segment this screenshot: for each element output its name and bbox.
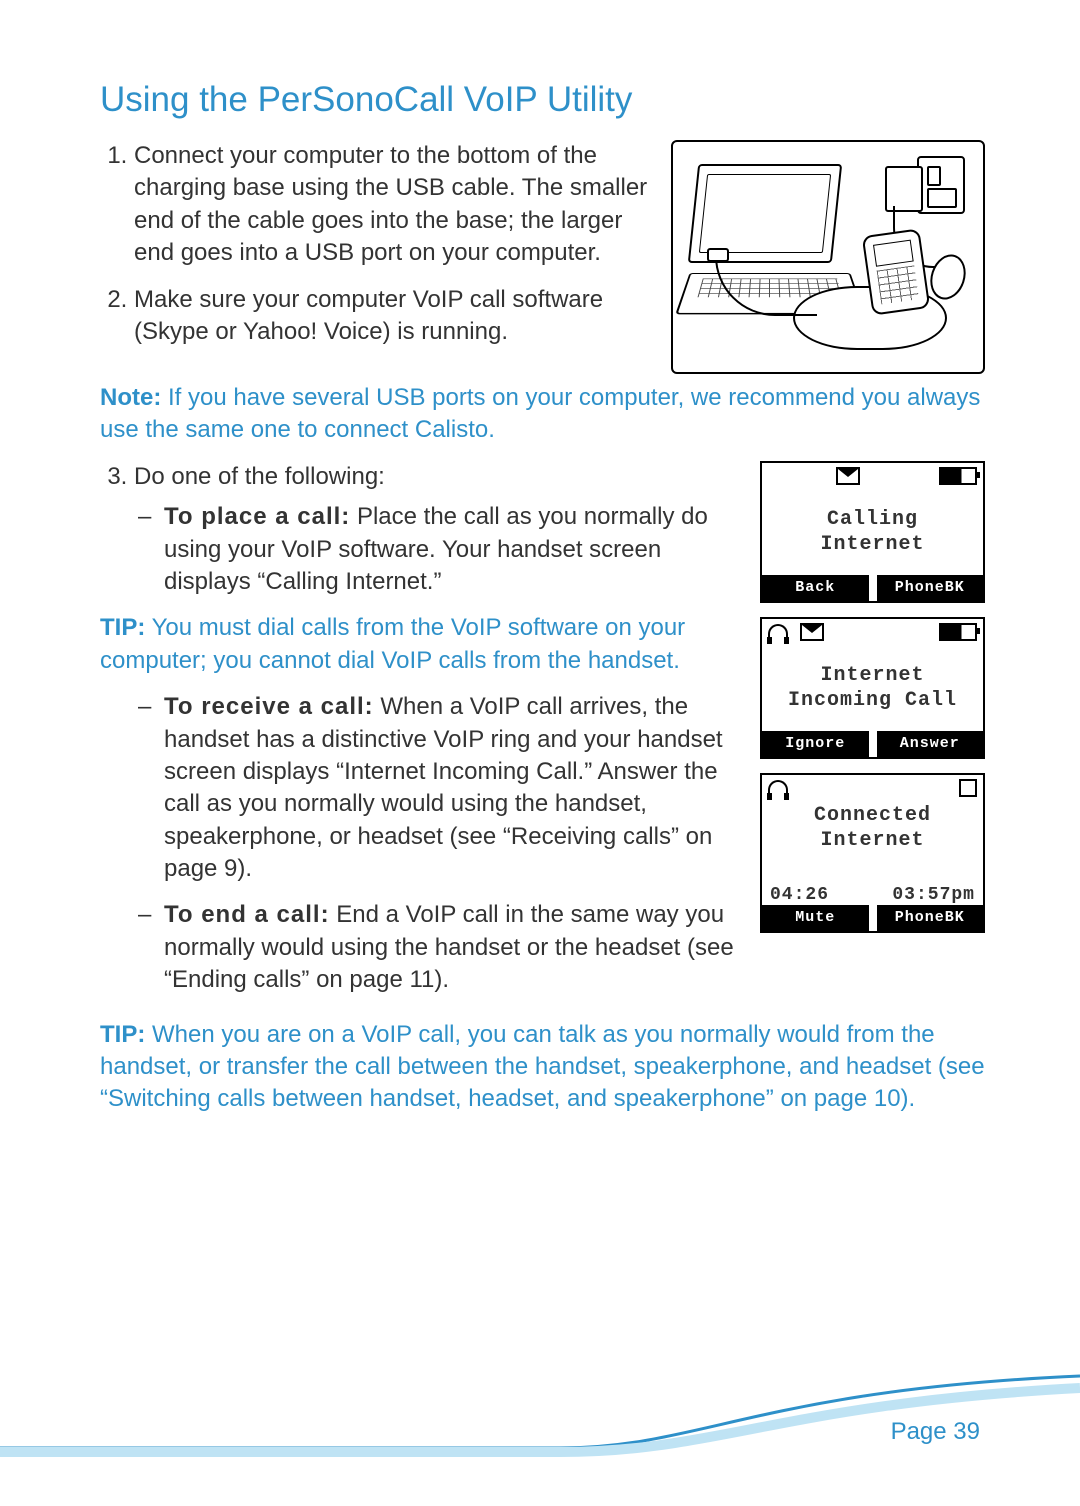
softkey-phonebk: PhoneBK bbox=[869, 575, 984, 601]
headset-icon bbox=[768, 780, 788, 796]
headset-icon bbox=[768, 624, 788, 640]
step3-text: Do one of the following: To place a call… bbox=[100, 461, 740, 1011]
lcd-c-body: Connected Internet bbox=[762, 801, 983, 885]
step-2: Make sure your computer VoIP call softwa… bbox=[134, 284, 651, 349]
place-call-label: To place a call: bbox=[164, 503, 350, 530]
lcd-c-line1: Connected bbox=[814, 803, 931, 828]
receive-call-label: To receive a call: bbox=[164, 693, 374, 720]
lcd-a-statusbar bbox=[762, 463, 983, 489]
lcd-b-line1: Internet bbox=[820, 663, 924, 688]
receive-call-text: When a VoIP call arrives, the handset ha… bbox=[164, 693, 723, 882]
envelope-icon bbox=[800, 623, 824, 641]
stop-icon bbox=[959, 779, 977, 797]
battery-icon bbox=[939, 467, 977, 485]
lcd-a-body: Calling Internet bbox=[762, 489, 983, 575]
softkey-ignore: Ignore bbox=[762, 731, 869, 757]
intro-row: Connect your computer to the bottom of t… bbox=[100, 140, 985, 374]
lcd-a-line2: Internet bbox=[820, 532, 924, 557]
sub-receive-call: To receive a call: When a VoIP call arri… bbox=[164, 691, 740, 885]
steps-list: Connect your computer to the bottom of t… bbox=[100, 140, 651, 348]
handset-screens: Calling Internet Back PhoneBK Internet I… bbox=[760, 461, 985, 933]
tip2-label: TIP: bbox=[100, 1021, 145, 1048]
lcd-c-time: 04:26 03:57pm bbox=[762, 885, 983, 905]
step3-list: Do one of the following: To place a call… bbox=[100, 461, 740, 599]
note: Note: If you have several USB ports on y… bbox=[100, 382, 985, 447]
step-3-intro: Do one of the following: bbox=[134, 463, 385, 490]
step3-sublist: To place a call: Place the call as you n… bbox=[134, 501, 740, 598]
lcd-a-softkeys: Back PhoneBK bbox=[762, 575, 983, 601]
lcd-incoming: Internet Incoming Call Ignore Answer bbox=[760, 617, 985, 759]
page-title: Using the PerSonoCall VoIP Utility bbox=[100, 80, 985, 120]
lcd-b-softkeys: Ignore Answer bbox=[762, 731, 983, 757]
page: Using the PerSonoCall VoIP Utility Conne… bbox=[0, 0, 1080, 1506]
lcd-c-softkeys: Mute PhoneBK bbox=[762, 905, 983, 931]
note-text: If you have several USB ports on your co… bbox=[100, 384, 980, 443]
lcd-c-line2: Internet bbox=[820, 828, 924, 853]
connection-illustration bbox=[671, 140, 985, 374]
lcd-b-body: Internet Incoming Call bbox=[762, 645, 983, 731]
lcd-c-statusbar bbox=[762, 775, 983, 801]
handset-icon bbox=[862, 228, 931, 315]
tip-2: TIP: When you are on a VoIP call, you ca… bbox=[100, 1019, 985, 1116]
lcd-b-statusbar bbox=[762, 619, 983, 645]
lcd-b-line2: Incoming Call bbox=[788, 688, 957, 713]
tip1-text: You must dial calls from the VoIP softwa… bbox=[100, 614, 685, 673]
step3-row: Do one of the following: To place a call… bbox=[100, 461, 985, 1011]
softkey-answer: Answer bbox=[869, 731, 984, 757]
softkey-phonebk: PhoneBK bbox=[869, 905, 984, 931]
clock-time: 03:57pm bbox=[892, 885, 975, 905]
lcd-connected: Connected Internet 04:26 03:57pm Mute Ph… bbox=[760, 773, 985, 933]
step-1: Connect your computer to the bottom of t… bbox=[134, 140, 651, 270]
sub-end-call: To end a call: End a VoIP call in the sa… bbox=[164, 899, 740, 996]
step3-sublist-cont: To receive a call: When a VoIP call arri… bbox=[100, 691, 740, 997]
sub-place-call: To place a call: Place the call as you n… bbox=[164, 501, 740, 598]
call-duration: 04:26 bbox=[770, 885, 829, 905]
steps-1-2: Connect your computer to the bottom of t… bbox=[100, 140, 651, 362]
lcd-calling: Calling Internet Back PhoneBK bbox=[760, 461, 985, 603]
tip2-text: When you are on a VoIP call, you can tal… bbox=[100, 1021, 985, 1113]
note-label: Note: bbox=[100, 384, 161, 411]
end-call-label: To end a call: bbox=[164, 901, 330, 928]
softkey-mute: Mute bbox=[762, 905, 869, 931]
softkey-back: Back bbox=[762, 575, 869, 601]
page-number: Page 39 bbox=[891, 1418, 980, 1446]
tip-1: TIP: You must dial calls from the VoIP s… bbox=[100, 612, 740, 677]
battery-icon bbox=[939, 623, 977, 641]
lcd-a-line1: Calling bbox=[827, 507, 918, 532]
envelope-icon bbox=[836, 467, 860, 485]
tip1-label: TIP: bbox=[100, 614, 145, 641]
step-3: Do one of the following: To place a call… bbox=[134, 461, 740, 599]
